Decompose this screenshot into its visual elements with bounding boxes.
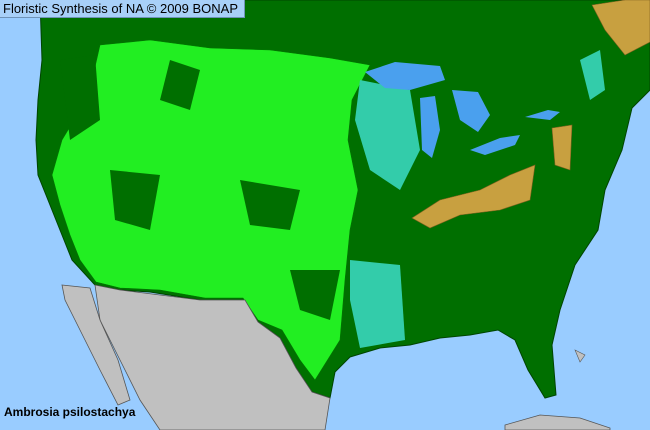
present-cyan-areas [350,50,605,348]
great-lakes [365,62,560,158]
adventive-areas [411,0,650,229]
species-name: Ambrosia psilostachya [4,405,136,419]
caribbean [504,349,611,430]
map-title: Floristic Synthesis of NA © 2009 BONAP [0,0,246,18]
present-region-west [51,39,371,381]
mexico [61,284,331,430]
